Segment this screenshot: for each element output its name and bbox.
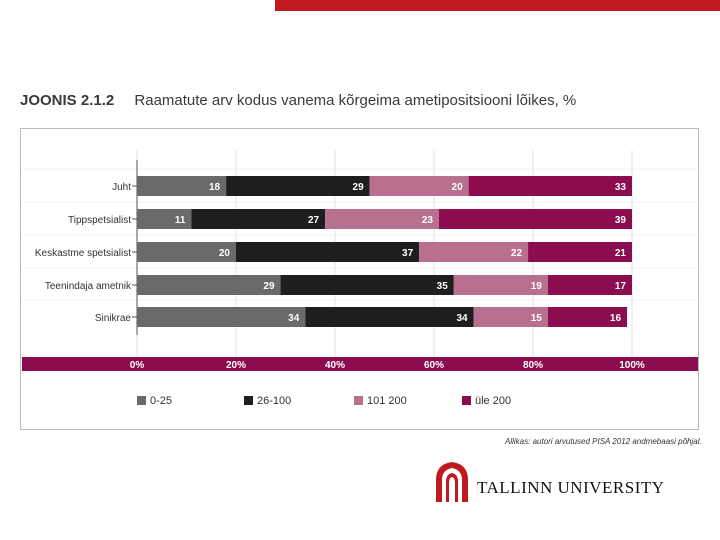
x-tick-label: 20%	[226, 360, 246, 371]
y-tick-label: Teenindaja ametnik	[45, 281, 132, 292]
bar-segment	[473, 307, 548, 327]
data-label: 20	[452, 182, 464, 193]
bar-segment	[547, 307, 628, 327]
bar-segment	[453, 275, 548, 295]
source-note: Allikas: autori arvutused PISA 2012 andm…	[505, 437, 702, 446]
data-label: 16	[610, 313, 622, 324]
data-label: 35	[437, 281, 449, 292]
legend-label: 0-25	[150, 395, 172, 407]
bar-segment	[528, 242, 632, 262]
bar-segment	[369, 176, 469, 196]
legend-label: 101 200	[367, 395, 407, 407]
data-label: 19	[531, 281, 543, 292]
data-label: 17	[615, 281, 627, 292]
x-tick-label: 0%	[130, 360, 145, 371]
data-label: 18	[209, 182, 221, 193]
data-label: 27	[308, 215, 320, 226]
bar-segment	[280, 275, 454, 295]
bar-segment	[419, 242, 529, 262]
y-tick-label: Keskastme spetsialist	[35, 248, 131, 259]
bar-segment	[547, 275, 632, 295]
data-label: 34	[456, 313, 468, 324]
legend-label: 26-100	[257, 395, 291, 407]
data-label: 11	[175, 215, 186, 226]
legend-label: üle 200	[475, 395, 511, 407]
x-tick-label: 40%	[325, 360, 345, 371]
bar-segment	[305, 307, 474, 327]
data-label: 20	[219, 248, 231, 259]
bar-segment	[137, 307, 306, 327]
bar-segment	[137, 242, 236, 262]
legend-swatch	[137, 396, 146, 405]
y-tick-label: Tippspetsialist	[68, 215, 131, 226]
chart-frame	[20, 128, 699, 430]
bar-segment	[191, 209, 326, 229]
logo-text: TALLINN UNIVERSITY	[477, 478, 665, 497]
data-label: 37	[402, 248, 414, 259]
bar-segment	[137, 275, 281, 295]
bar-segment	[438, 209, 632, 229]
bar-segment	[226, 176, 370, 196]
tallinn-university-logo	[436, 462, 468, 502]
data-label: 21	[615, 248, 627, 259]
y-tick-label: Juht	[112, 182, 131, 193]
data-label: 29	[263, 281, 275, 292]
legend-swatch	[462, 396, 471, 405]
bar-segment	[137, 209, 192, 229]
x-tick-label: 80%	[523, 360, 543, 371]
figure-title: JOONIS 2.1.2 Raamatute arv kodus vanema …	[20, 92, 700, 109]
bar-segment	[137, 176, 227, 196]
data-label: 23	[422, 215, 434, 226]
legend-swatch	[354, 396, 363, 405]
data-label: 22	[511, 248, 523, 259]
bar-segment	[236, 242, 420, 262]
data-label: 34	[288, 313, 300, 324]
university-emblem-icon	[436, 462, 468, 502]
data-label: 33	[615, 182, 627, 193]
legend-swatch	[244, 396, 253, 405]
figure-title-text: Raamatute arv kodus vanema kõrgeima amet…	[134, 92, 577, 109]
figure-number: JOONIS 2.1.2	[20, 92, 115, 109]
x-tick-label: 100%	[619, 360, 645, 371]
data-label: 39	[615, 215, 627, 226]
top-accent-bar	[275, 0, 720, 11]
x-axis-band	[22, 357, 698, 371]
data-label: 29	[353, 182, 365, 193]
bar-segment	[325, 209, 439, 229]
data-label: 15	[531, 313, 543, 324]
y-tick-label: Sinikrae	[95, 313, 132, 324]
bar-segment	[468, 176, 632, 196]
x-tick-label: 60%	[424, 360, 444, 371]
